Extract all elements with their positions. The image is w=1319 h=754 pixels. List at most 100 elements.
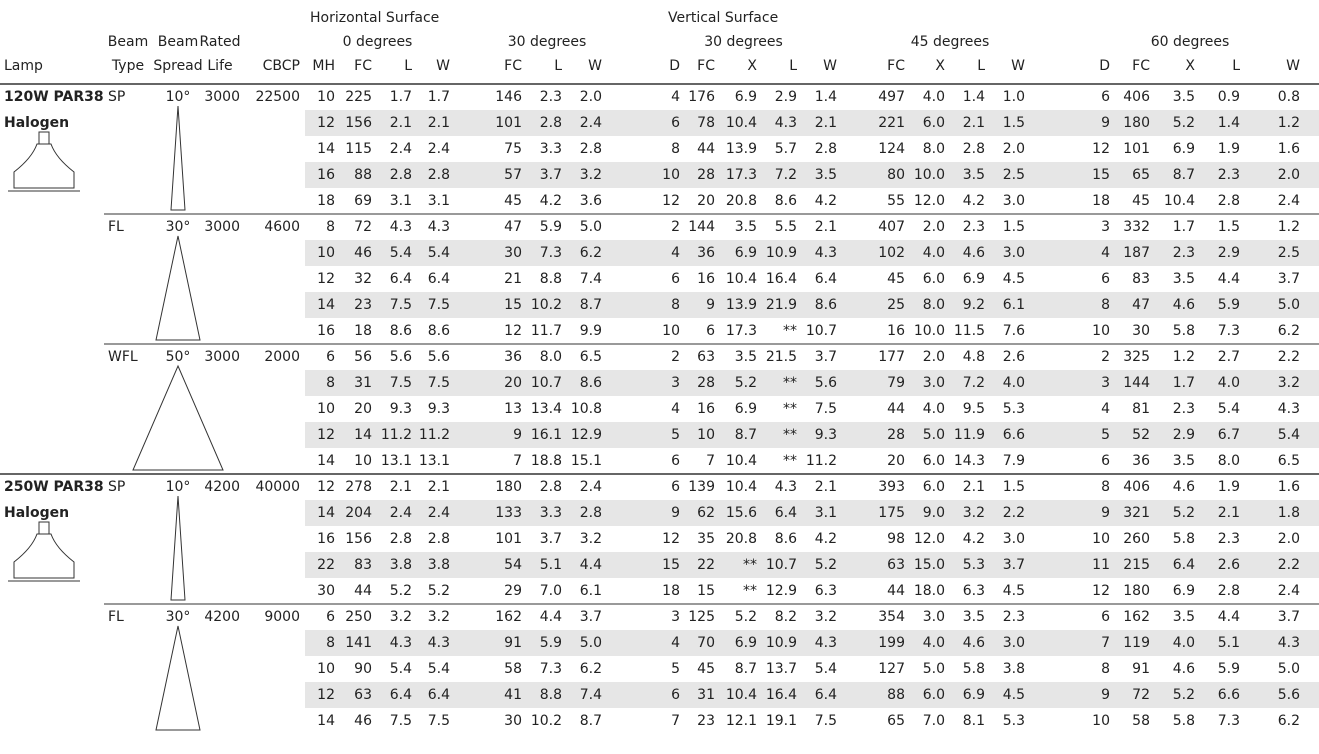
cell: 14.3 [954, 453, 985, 469]
cell: 2.3 [1003, 609, 1025, 625]
cell: 8.8 [540, 687, 562, 703]
cell: 88 [887, 687, 905, 703]
cell: 124 [878, 141, 905, 157]
cell: 5.9 [540, 219, 562, 235]
cell: 3.2 [963, 505, 985, 521]
cell: 2.4 [390, 505, 412, 521]
cell: 28 [887, 427, 905, 443]
cell: 12 [504, 323, 522, 339]
cell: 7.5 [428, 297, 450, 313]
cell: 5.5 [775, 219, 797, 235]
cell: 4.0 [923, 245, 945, 261]
angle-title: 30 degrees [704, 34, 783, 50]
cell: 10.7 [806, 323, 837, 339]
cell: 2.1 [815, 219, 837, 235]
cell: 2.9 [775, 89, 797, 105]
cell: 6.0 [923, 687, 945, 703]
cell: 30 [504, 245, 522, 261]
cell: 4.0 [1173, 635, 1195, 651]
cell: 6.4 [775, 505, 797, 521]
cell: 14 [317, 141, 335, 157]
header-cell: Type [111, 58, 144, 74]
cell: 2.4 [1278, 583, 1300, 599]
cell: 7.5 [428, 375, 450, 391]
cell: 8.6 [580, 375, 602, 391]
cell: 1.9 [1218, 479, 1240, 495]
angle-title: 60 degrees [1151, 34, 1230, 50]
cell: 4.3 [428, 219, 450, 235]
cell: 14 [354, 427, 372, 443]
cell: 7.5 [390, 375, 412, 391]
beam-triangle [170, 495, 186, 601]
cell: 14 [317, 297, 335, 313]
cell: 5.2 [1173, 115, 1195, 131]
row-shade [305, 422, 1319, 448]
cell: 180 [495, 479, 522, 495]
rated-life: 3000 [204, 89, 240, 105]
cell: 2.8 [815, 141, 837, 157]
cell: 6.4 [815, 687, 837, 703]
cell: 332 [1123, 219, 1150, 235]
cell: 5.0 [580, 219, 602, 235]
row-shade [305, 292, 1319, 318]
cell: 12 [317, 271, 335, 287]
cell: 2.1 [390, 479, 412, 495]
cell: 4.5 [1003, 687, 1025, 703]
cell: 1.4 [1218, 115, 1240, 131]
cell: 2.5 [1003, 167, 1025, 183]
cell: 4.2 [815, 193, 837, 209]
cell: 10 [317, 661, 335, 677]
cell: 221 [878, 115, 905, 131]
cell: 6.9 [735, 245, 757, 261]
cell: 10 [662, 167, 680, 183]
cell: 0.8 [1278, 89, 1300, 105]
cell: 2.9 [1218, 245, 1240, 261]
rated-life: 4200 [204, 609, 240, 625]
cell: 2.8 [580, 141, 602, 157]
cell: 133 [495, 505, 522, 521]
cell: 4 [671, 635, 680, 651]
column-header: L [789, 58, 797, 74]
angle-title: 45 degrees [911, 34, 990, 50]
cell: 4.3 [390, 635, 412, 651]
cell: 75 [504, 141, 522, 157]
cell: 46 [354, 713, 372, 729]
cell: 2.0 [923, 349, 945, 365]
cell: 5.4 [390, 661, 412, 677]
beam-triangle [155, 625, 201, 731]
cell: 8.7 [580, 297, 602, 313]
cell: 8.6 [815, 297, 837, 313]
cell: 10.7 [766, 557, 797, 573]
cell: 10.4 [726, 687, 757, 703]
cell: 5.0 [580, 635, 602, 651]
cell: 91 [504, 635, 522, 651]
cell: 6.2 [580, 661, 602, 677]
cell: 16 [887, 323, 905, 339]
cell: 3.2 [390, 609, 412, 625]
cell: 23 [354, 297, 372, 313]
cell: 2.4 [428, 505, 450, 521]
cell: 325 [1123, 349, 1150, 365]
cell: 180 [1123, 115, 1150, 131]
cell: 12 [317, 115, 335, 131]
cell: 6 [1101, 609, 1110, 625]
cbcp: 2000 [264, 349, 300, 365]
cell: 141 [345, 635, 372, 651]
cell: 5.1 [540, 557, 562, 573]
cell: 3.0 [1003, 245, 1025, 261]
cell: 4.4 [1218, 271, 1240, 287]
cell: 15.6 [726, 505, 757, 521]
cell: 5.9 [1218, 661, 1240, 677]
surface-title: Horizontal Surface [310, 10, 439, 26]
cell: 2.8 [390, 167, 412, 183]
cell: 22 [317, 557, 335, 573]
cell: 10 [317, 245, 335, 261]
cell: 10 [317, 401, 335, 417]
beam-type: SP [108, 89, 125, 105]
cell: 5.8 [1173, 323, 1195, 339]
cell: 15 [1092, 167, 1110, 183]
cell: 2.1 [390, 115, 412, 131]
cell: 54 [504, 557, 522, 573]
cell: 5.2 [428, 583, 450, 599]
column-header: W [1011, 58, 1025, 74]
